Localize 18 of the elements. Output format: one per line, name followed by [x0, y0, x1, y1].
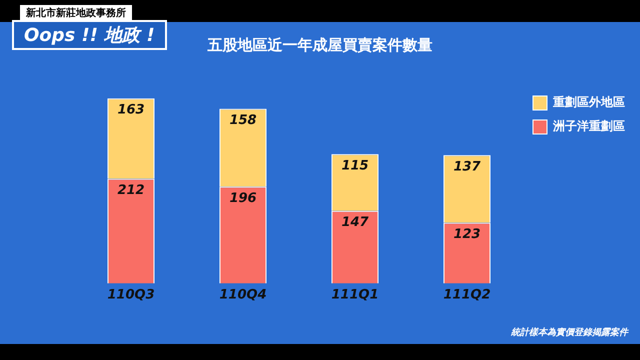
- data-label: 115: [341, 158, 369, 174]
- x-tick-label: 110Q3: [107, 288, 155, 303]
- text: 新北市新莊地政事務所: [20, 5, 132, 21]
- x-tick-label: 111Q2: [443, 288, 491, 303]
- data-label: 196: [229, 191, 257, 206]
- legend-label: 重劃區外地區: [552, 95, 625, 110]
- data-label: 137: [453, 159, 482, 174]
- text: Oops !! 地政 !: [12, 20, 167, 50]
- x-tick-label: 110Q4: [219, 288, 267, 303]
- chart-title: 五股地區近一年成屋買賣案件數量: [208, 36, 432, 54]
- data-label: 158: [229, 113, 257, 128]
- text: 統計樣本為實價登錄揭露案件: [511, 326, 628, 339]
- legend-label: 洲子洋重劃區: [552, 119, 625, 134]
- data-label: 163: [117, 102, 145, 118]
- x-tick-label: 111Q1: [331, 288, 379, 303]
- data-label: 147: [341, 215, 370, 230]
- data-label: 123: [453, 227, 481, 242]
- data-label: 212: [117, 183, 145, 198]
